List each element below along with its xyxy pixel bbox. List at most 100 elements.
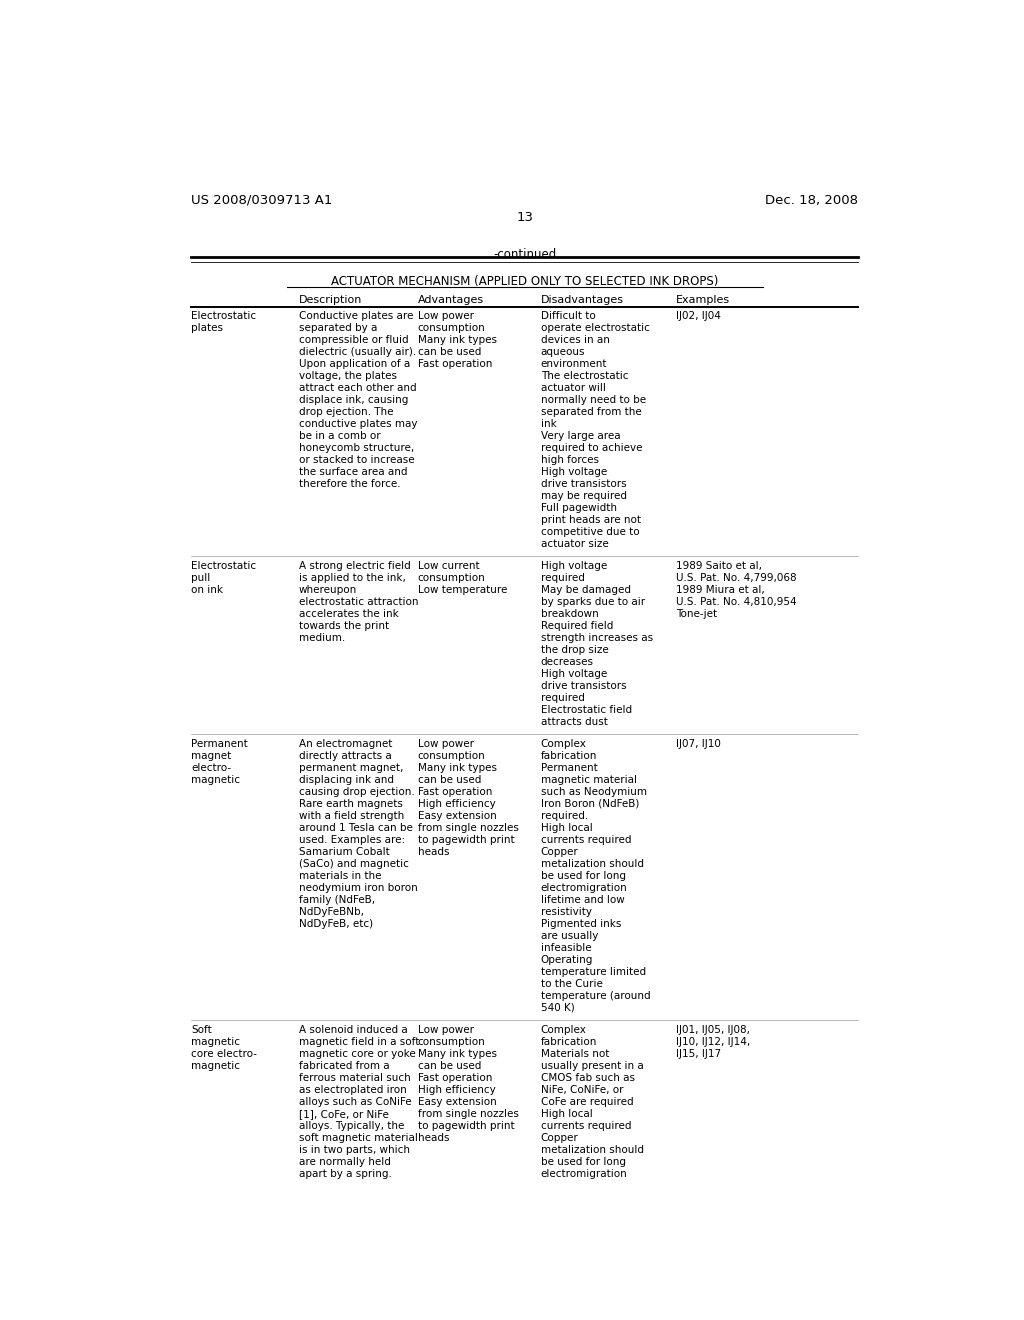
Text: attracts dust: attracts dust (541, 717, 607, 727)
Text: Full pagewidth: Full pagewidth (541, 503, 616, 512)
Text: temperature (around: temperature (around (541, 991, 650, 1001)
Text: family (NdFeB,: family (NdFeB, (299, 895, 375, 906)
Text: competitive due to: competitive due to (541, 527, 639, 537)
Text: be used for long: be used for long (541, 1156, 626, 1167)
Text: [1], CoFe, or NiFe: [1], CoFe, or NiFe (299, 1109, 388, 1119)
Text: Disadvantages: Disadvantages (541, 294, 624, 305)
Text: devices in an: devices in an (541, 335, 609, 345)
Text: High voltage: High voltage (541, 561, 607, 570)
Text: NiFe, CoNiFe, or: NiFe, CoNiFe, or (541, 1085, 624, 1096)
Text: alloys such as CoNiFe: alloys such as CoNiFe (299, 1097, 412, 1107)
Text: IJ02, IJ04: IJ02, IJ04 (676, 312, 721, 321)
Text: U.S. Pat. No. 4,810,954: U.S. Pat. No. 4,810,954 (676, 597, 797, 607)
Text: attract each other and: attract each other and (299, 383, 416, 393)
Text: Many ink types: Many ink types (418, 1049, 497, 1059)
Text: Pigmented inks: Pigmented inks (541, 919, 621, 929)
Text: Complex: Complex (541, 739, 587, 748)
Text: High efficiency: High efficiency (418, 799, 496, 809)
Text: such as Neodymium: such as Neodymium (541, 787, 647, 797)
Text: Tone-jet: Tone-jet (676, 609, 717, 619)
Text: consumption: consumption (418, 1038, 485, 1047)
Text: U.S. Pat. No. 4,799,068: U.S. Pat. No. 4,799,068 (676, 573, 797, 583)
Text: used. Examples are:: used. Examples are: (299, 836, 404, 845)
Text: Many ink types: Many ink types (418, 763, 497, 774)
Text: (SaCo) and magnetic: (SaCo) and magnetic (299, 859, 409, 869)
Text: CoFe are required: CoFe are required (541, 1097, 633, 1107)
Text: separated by a: separated by a (299, 323, 377, 333)
Text: High efficiency: High efficiency (418, 1085, 496, 1096)
Text: dielectric (usually air).: dielectric (usually air). (299, 347, 416, 356)
Text: High voltage: High voltage (541, 669, 607, 678)
Text: IJ15, IJ17: IJ15, IJ17 (676, 1049, 721, 1059)
Text: operate electrostatic: operate electrostatic (541, 323, 649, 333)
Text: Examples: Examples (676, 294, 730, 305)
Text: metalization should: metalization should (541, 1144, 644, 1155)
Text: Easy extension: Easy extension (418, 1097, 497, 1107)
Text: to pagewidth print: to pagewidth print (418, 1121, 514, 1131)
Text: pull: pull (191, 573, 211, 583)
Text: Required field: Required field (541, 620, 613, 631)
Text: causing drop ejection.: causing drop ejection. (299, 787, 415, 797)
Text: decreases: decreases (541, 657, 594, 667)
Text: ferrous material such: ferrous material such (299, 1073, 411, 1082)
Text: Fast operation: Fast operation (418, 359, 493, 368)
Text: consumption: consumption (418, 573, 485, 583)
Text: Materials not: Materials not (541, 1049, 609, 1059)
Text: A solenoid induced a: A solenoid induced a (299, 1026, 408, 1035)
Text: from single nozzles: from single nozzles (418, 822, 518, 833)
Text: may be required: may be required (541, 491, 627, 500)
Text: on ink: on ink (191, 585, 223, 595)
Text: Electrostatic field: Electrostatic field (541, 705, 632, 715)
Text: as electroplated iron: as electroplated iron (299, 1085, 407, 1096)
Text: towards the print: towards the print (299, 620, 389, 631)
Text: therefore the force.: therefore the force. (299, 479, 400, 488)
Text: be in a comb or: be in a comb or (299, 430, 380, 441)
Text: be used for long: be used for long (541, 871, 626, 880)
Text: aqueous: aqueous (541, 347, 585, 356)
Text: alloys. Typically, the: alloys. Typically, the (299, 1121, 404, 1131)
Text: whereupon: whereupon (299, 585, 357, 595)
Text: Permanent: Permanent (541, 763, 597, 774)
Text: Difficult to: Difficult to (541, 312, 595, 321)
Text: An electromagnet: An electromagnet (299, 739, 392, 748)
Text: NdDyFeB, etc): NdDyFeB, etc) (299, 919, 373, 929)
Text: displace ink, causing: displace ink, causing (299, 395, 408, 405)
Text: materials in the: materials in the (299, 871, 381, 880)
Text: The electrostatic: The electrostatic (541, 371, 628, 381)
Text: with a field strength: with a field strength (299, 810, 403, 821)
Text: High local: High local (541, 1109, 593, 1119)
Text: environment: environment (541, 359, 607, 368)
Text: electromigration: electromigration (541, 883, 628, 892)
Text: magnetic: magnetic (191, 775, 241, 785)
Text: 13: 13 (516, 211, 534, 224)
Text: honeycomb structure,: honeycomb structure, (299, 442, 414, 453)
Text: can be used: can be used (418, 1061, 481, 1071)
Text: Low power: Low power (418, 312, 474, 321)
Text: magnetic: magnetic (191, 1038, 241, 1047)
Text: strength increases as: strength increases as (541, 632, 652, 643)
Text: High local: High local (541, 822, 593, 833)
Text: Low temperature: Low temperature (418, 585, 507, 595)
Text: are usually: are usually (541, 931, 598, 941)
Text: -continued: -continued (494, 248, 556, 261)
Text: compressible or fluid: compressible or fluid (299, 335, 409, 345)
Text: neodymium iron boron: neodymium iron boron (299, 883, 418, 892)
Text: Complex: Complex (541, 1026, 587, 1035)
Text: required: required (541, 693, 585, 702)
Text: Fast operation: Fast operation (418, 787, 493, 797)
Text: from single nozzles: from single nozzles (418, 1109, 518, 1119)
Text: lifetime and low: lifetime and low (541, 895, 625, 906)
Text: A strong electric field: A strong electric field (299, 561, 411, 570)
Text: drive transistors: drive transistors (541, 479, 627, 488)
Text: magnetic: magnetic (191, 1061, 241, 1071)
Text: breakdown: breakdown (541, 609, 598, 619)
Text: Dec. 18, 2008: Dec. 18, 2008 (765, 194, 858, 207)
Text: print heads are not: print heads are not (541, 515, 641, 525)
Text: Upon application of a: Upon application of a (299, 359, 410, 368)
Text: Samarium Cobalt: Samarium Cobalt (299, 847, 389, 857)
Text: or stacked to increase: or stacked to increase (299, 455, 415, 465)
Text: electrostatic attraction: electrostatic attraction (299, 597, 418, 607)
Text: permanent magnet,: permanent magnet, (299, 763, 403, 774)
Text: temperature limited: temperature limited (541, 966, 646, 977)
Text: Description: Description (299, 294, 362, 305)
